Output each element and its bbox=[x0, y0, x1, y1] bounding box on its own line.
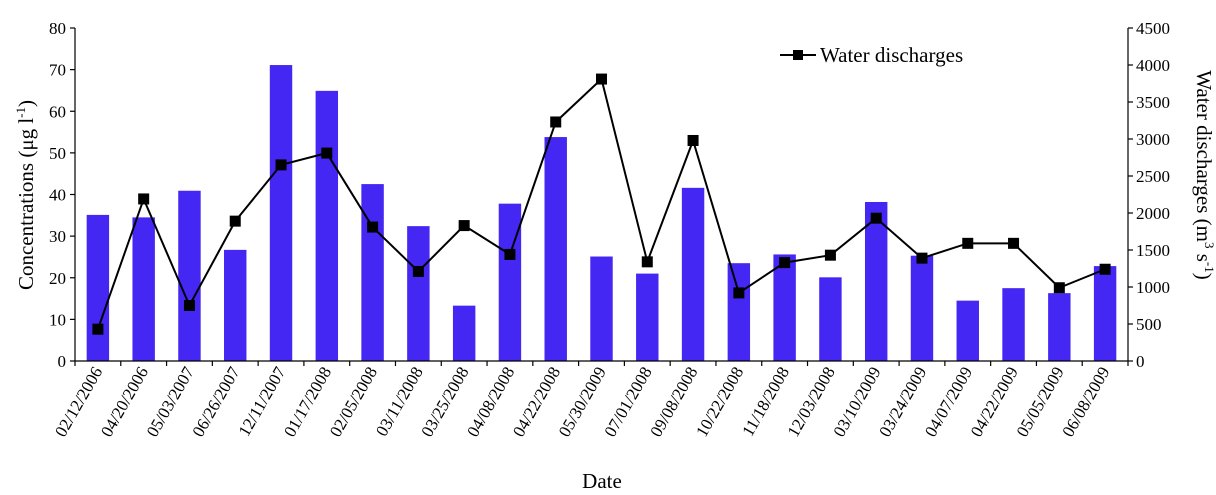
bar-06/26/2007 bbox=[224, 249, 247, 361]
right-tick-label: 2500 bbox=[1136, 167, 1170, 186]
discharge-marker-05/03/2007 bbox=[183, 300, 195, 311]
bar-10/22/2008 bbox=[727, 263, 751, 361]
bar-03/11/2008 bbox=[407, 226, 430, 361]
left-tick-label: 30 bbox=[49, 227, 66, 246]
bar-03/10/2009 bbox=[864, 201, 888, 361]
legend: Water discharges bbox=[780, 43, 963, 67]
discharge-marker-04/20/2006 bbox=[138, 193, 150, 205]
x-ticks: 02/12/200604/20/200605/03/200706/26/2007… bbox=[51, 361, 1129, 441]
discharge-marker-12/11/2007 bbox=[275, 159, 287, 171]
discharge-marker-11/18/2008 bbox=[779, 257, 791, 269]
discharge-marker-01/17/2008 bbox=[321, 147, 333, 159]
bar-04/08/2008 bbox=[498, 203, 522, 361]
right-tick-label: 0 bbox=[1136, 352, 1145, 371]
bar-04/07/2009 bbox=[956, 300, 979, 361]
left-tick-label: 60 bbox=[49, 102, 66, 121]
discharge-marker-06/26/2007 bbox=[229, 215, 241, 227]
bar-06/08/2009 bbox=[1093, 266, 1117, 361]
bar-01/17/2008 bbox=[315, 90, 339, 361]
bar-12/03/2008 bbox=[819, 277, 842, 361]
discharge-marker-04/07/2009 bbox=[962, 237, 974, 249]
bar-04/20/2006 bbox=[132, 217, 155, 361]
left-tick-label: 70 bbox=[49, 61, 66, 80]
discharge-marker-12/03/2008 bbox=[824, 249, 836, 261]
y-axis-right-title: Water discharges (m3 s-1) bbox=[1192, 70, 1216, 279]
discharge-marker-03/11/2008 bbox=[412, 265, 424, 277]
discharge-marker-04/22/2008 bbox=[550, 116, 562, 128]
bar-04/22/2008 bbox=[544, 137, 567, 361]
x-tick-label: 06/08/2009 bbox=[1058, 364, 1113, 441]
left-y-ticks: 0 10 20 30 40 50 60 70 80 bbox=[49, 19, 75, 371]
y-axis-left-title: Concentrations (μg l-1) bbox=[13, 100, 38, 290]
discharge-marker-03/25/2008 bbox=[458, 220, 470, 232]
right-tick-label: 1000 bbox=[1136, 278, 1170, 297]
bar-02/05/2008 bbox=[361, 184, 384, 361]
bar-11/18/2008 bbox=[773, 254, 796, 361]
right-tick-label: 500 bbox=[1136, 315, 1162, 334]
right-y-ticks: 0 500 1000 1500 2000 2500 3000 3500 4000 4500 bbox=[1128, 19, 1170, 371]
bar-03/24/2009 bbox=[910, 255, 934, 361]
bar-03/25/2008 bbox=[452, 305, 476, 361]
legend-label: Water discharges bbox=[820, 43, 963, 67]
discharge-marker-05/30/2009 bbox=[596, 73, 607, 85]
left-tick-label: 80 bbox=[49, 19, 66, 38]
right-tick-label: 4000 bbox=[1136, 56, 1170, 75]
right-tick-label: 2000 bbox=[1136, 204, 1170, 223]
discharge-marker-07/01/2008 bbox=[641, 256, 653, 268]
bar-04/22/2009 bbox=[1002, 288, 1025, 361]
bar-02/12/2006 bbox=[86, 214, 110, 361]
right-tick-label: 4500 bbox=[1136, 19, 1170, 38]
bar-09/08/2008 bbox=[681, 187, 705, 361]
discharge-marker-02/05/2008 bbox=[367, 221, 379, 233]
x-axis-title: Date bbox=[582, 469, 622, 493]
left-tick-label: 0 bbox=[58, 352, 67, 371]
bar-07/01/2008 bbox=[636, 273, 659, 361]
left-tick-label: 20 bbox=[49, 269, 66, 288]
discharge-marker-03/10/2009 bbox=[870, 212, 882, 224]
left-tick-label: 40 bbox=[49, 186, 66, 205]
discharge-marker-04/22/2009 bbox=[1008, 237, 1020, 249]
discharge-line-layer bbox=[92, 73, 1111, 335]
discharge-marker-02/12/2006 bbox=[92, 323, 104, 335]
bar-05/05/2009 bbox=[1048, 293, 1071, 361]
bar-05/30/2009 bbox=[590, 256, 613, 361]
left-tick-label: 50 bbox=[49, 144, 66, 163]
discharge-marker-10/22/2008 bbox=[733, 287, 745, 299]
right-tick-label: 1500 bbox=[1136, 241, 1170, 260]
bars-layer bbox=[86, 65, 1117, 362]
bar-05/03/2007 bbox=[178, 190, 201, 361]
discharge-marker-03/24/2009 bbox=[916, 252, 928, 264]
legend-marker bbox=[793, 50, 803, 60]
discharge-marker-06/08/2009 bbox=[1099, 263, 1111, 275]
left-tick-label: 10 bbox=[49, 310, 66, 329]
discharge-marker-05/05/2009 bbox=[1053, 282, 1065, 294]
right-tick-label: 3000 bbox=[1136, 130, 1170, 149]
right-tick-label: 3500 bbox=[1136, 93, 1170, 112]
bar-12/11/2007 bbox=[269, 65, 293, 362]
discharge-marker-09/08/2008 bbox=[687, 134, 699, 146]
discharge-marker-04/08/2008 bbox=[504, 248, 516, 260]
